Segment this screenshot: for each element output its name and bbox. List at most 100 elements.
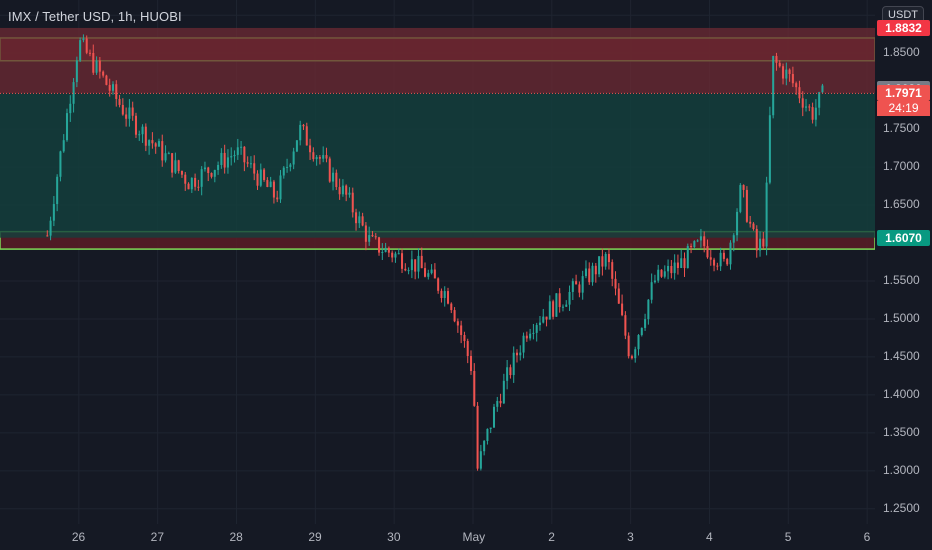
candle-body (558, 293, 561, 308)
candle-body (805, 106, 808, 108)
candle-body (571, 281, 574, 292)
candle-body (726, 258, 729, 265)
candle-body (118, 98, 121, 105)
candle-body (69, 103, 72, 114)
candle-body (453, 310, 456, 322)
candle-body (276, 197, 279, 200)
candle-body (575, 281, 578, 285)
candle-body (164, 153, 167, 161)
time-tick-label: 3 (627, 530, 634, 544)
candle-body (171, 153, 174, 173)
candle-body (673, 262, 676, 274)
candle-body (309, 145, 312, 153)
candle-body (378, 237, 381, 253)
candle-body (328, 158, 331, 182)
candle-body (233, 154, 236, 157)
candle-body (177, 160, 180, 171)
candles (46, 34, 824, 471)
candle-body (650, 282, 653, 300)
candle-body (591, 265, 594, 283)
candle-body (686, 246, 689, 269)
candle-body (387, 247, 390, 253)
candle-body (818, 92, 821, 108)
candle-body (226, 157, 229, 168)
candle-body (351, 192, 354, 213)
candle-body (184, 174, 187, 184)
candle-body (95, 60, 98, 73)
candle-body (404, 268, 407, 271)
candle-body (683, 258, 686, 269)
time-tick-label: 26 (71, 530, 86, 544)
candle-body (414, 259, 417, 272)
candle-body (729, 242, 732, 265)
candle-body (345, 185, 348, 195)
candle-body (693, 241, 696, 248)
candle-body (765, 182, 768, 247)
candle-body (768, 115, 771, 183)
candle-body (798, 87, 801, 99)
candle-body (430, 269, 433, 274)
candle-body (401, 253, 404, 269)
candle-body (601, 256, 604, 267)
candle-body (52, 204, 55, 221)
candle-body (568, 291, 571, 305)
candle-body (348, 192, 351, 195)
price-tick-label: 1.3000 (883, 462, 920, 477)
candle-body (289, 164, 292, 167)
candle-body (722, 252, 725, 259)
candle-body (282, 167, 285, 176)
candle-body (131, 107, 134, 116)
candle-body (256, 173, 259, 186)
candle-body (450, 303, 453, 311)
time-tick-label: 5 (784, 530, 792, 544)
candle-body (115, 84, 118, 99)
candle-body (65, 113, 69, 141)
price-axis[interactable]: 1.90001.85001.80301.75001.70001.65001.60… (875, 0, 932, 524)
candle-body (295, 140, 298, 152)
candle-body (611, 262, 614, 279)
candle-body (486, 428, 489, 441)
candle-body (821, 85, 824, 93)
candle-body (532, 332, 535, 334)
candle-body (584, 268, 587, 277)
candle-body (253, 163, 256, 174)
candle-body (286, 166, 289, 168)
candle-body (706, 246, 709, 258)
candle-body (565, 304, 568, 307)
candle-body (588, 268, 591, 283)
candle-body (456, 321, 459, 326)
candle-body (144, 126, 147, 146)
candle-body (243, 146, 246, 163)
last-price-tag: 1.7971 (877, 85, 930, 102)
candle-body (361, 216, 364, 226)
candle-body (125, 114, 128, 119)
candle-body (446, 291, 450, 304)
time-axis[interactable]: 26 27 28 29 30 May 2 3 4 5 6 (0, 524, 932, 550)
candle-body (82, 38, 85, 41)
symbol-title[interactable]: IMX / Tether USD, 1h, HUOBI (8, 9, 182, 24)
candle-body (696, 240, 699, 242)
short-position-tool[interactable] (0, 27, 875, 238)
candle-body (197, 186, 200, 188)
candle-body (778, 62, 781, 67)
candle-body (607, 253, 610, 263)
candle-body (59, 151, 62, 177)
currency-button[interactable]: USDT (882, 6, 924, 24)
candle-body (148, 140, 151, 146)
candle-body (538, 322, 541, 326)
candle-body (249, 163, 252, 165)
candle-body (437, 278, 440, 291)
candle-body (739, 185, 742, 212)
candle-body (653, 280, 656, 283)
candle-body (121, 104, 124, 115)
candle-body (299, 124, 302, 141)
candle-body (598, 256, 601, 275)
candle-body (552, 301, 555, 317)
candle-body (341, 185, 344, 195)
candle-body (56, 176, 59, 205)
candle-body (479, 451, 482, 469)
time-tick-label: 27 (150, 530, 165, 544)
candle-body (75, 60, 78, 83)
candle-body (200, 169, 203, 187)
